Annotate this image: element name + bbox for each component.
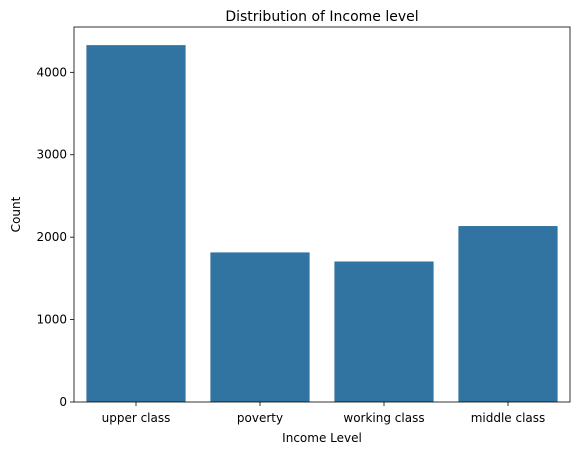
bar-upper-class: [86, 45, 186, 402]
chart-title: Distribution of Income level: [225, 9, 418, 25]
y-axis-label: Count: [9, 196, 23, 232]
y-tick-label: 0: [59, 395, 67, 409]
y-tick-label: 2000: [36, 230, 67, 244]
y-tick-label: 3000: [36, 148, 67, 162]
y-axis-ticks: 0 1000 2000 3000 4000: [36, 65, 74, 409]
bar-working-class: [334, 261, 434, 402]
x-tick-label: middle class: [471, 411, 546, 425]
x-tick-label: working class: [343, 411, 424, 425]
x-axis-label: Income Level: [282, 431, 362, 445]
bar-poverty: [210, 252, 310, 402]
x-tick-label: poverty: [237, 411, 283, 425]
bar-middle-class: [458, 226, 558, 402]
bars-group: [86, 45, 558, 402]
plot-area-frame: [73, 26, 571, 403]
x-tick-label: upper class: [102, 411, 171, 425]
y-tick-label: 1000: [36, 313, 67, 327]
y-tick-label: 4000: [36, 65, 67, 79]
x-axis-ticks: upper class poverty working class middle cl…: [102, 402, 546, 425]
